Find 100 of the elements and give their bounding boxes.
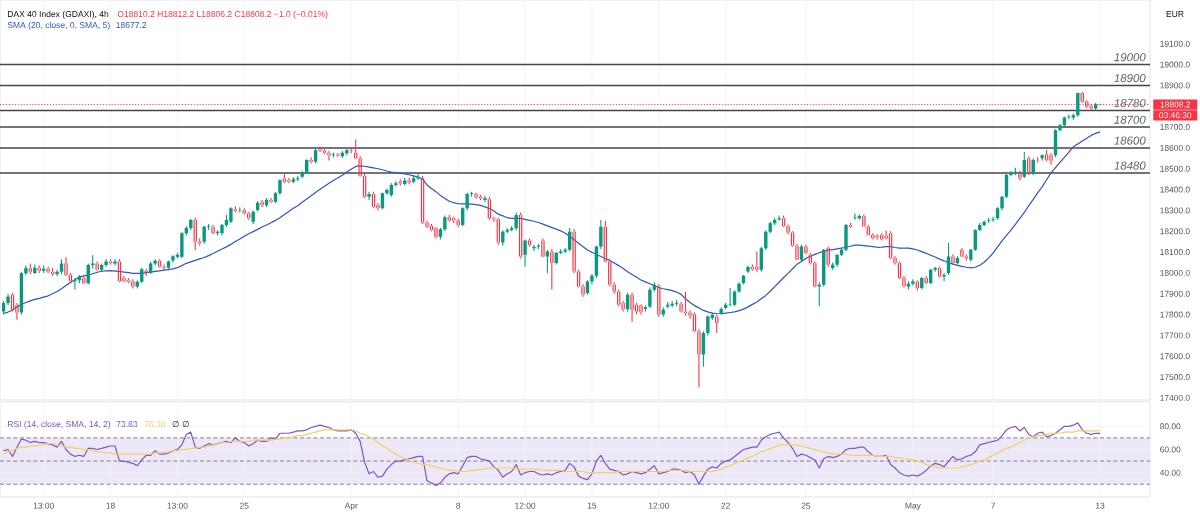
candlestick [532, 244, 536, 252]
x-tick-label: 25 [240, 502, 249, 509]
y-tick-label: 17400.0 [1160, 394, 1190, 401]
annotation: ∅ ∅ [172, 420, 189, 428]
candlestick [631, 292, 633, 322]
candlestick [483, 195, 487, 203]
candlestick [608, 259, 612, 287]
candlestick [796, 243, 798, 261]
candlestick [278, 179, 282, 195]
candlestick [180, 232, 184, 259]
candlestick [603, 220, 608, 263]
y-axis-title: EUR [1166, 11, 1184, 17]
candlestick [229, 207, 233, 223]
candlestick [573, 229, 575, 273]
y-tick-label: 17600.0 [1160, 353, 1190, 360]
candlestick [1000, 195, 1004, 211]
candlestick [1027, 156, 1031, 175]
candlestick [1080, 92, 1084, 104]
candlestick [863, 214, 865, 228]
y-tick-label: 17500.0 [1160, 374, 1190, 381]
candlestick [670, 301, 674, 308]
candlestick [527, 238, 532, 247]
candlestick [866, 224, 870, 236]
candlestick [238, 207, 242, 213]
x-tick-label: May [905, 502, 921, 511]
candlestick [123, 276, 125, 283]
candlestick [680, 302, 682, 313]
y-tick-label: 18600.0 [1160, 144, 1190, 151]
candlestick [82, 276, 86, 285]
text: 03:46:30 [1159, 112, 1192, 119]
candlestick [394, 181, 398, 187]
ref-line-label: 18780 [1114, 99, 1146, 108]
y-tick-label: 18300.0 [1160, 207, 1190, 214]
candlestick [435, 227, 437, 239]
candlestick [108, 259, 113, 265]
candlestick [251, 210, 255, 224]
candlestick [582, 284, 584, 297]
candlestick [683, 291, 688, 316]
ref-line-label: 18808.2 [1160, 101, 1191, 108]
candlestick [576, 269, 581, 288]
annotation: 73.83 [116, 421, 138, 428]
candlestick [377, 203, 379, 211]
candlestick [358, 156, 362, 177]
candlestick [1050, 153, 1052, 165]
candlestick [915, 280, 920, 291]
candlestick [426, 220, 428, 229]
candlestick [805, 244, 807, 255]
candlestick [287, 178, 291, 184]
candlestick [65, 257, 67, 277]
candlestick [247, 212, 251, 220]
candlestick [242, 208, 246, 215]
candlestick [220, 223, 224, 236]
candlestick [808, 253, 813, 265]
candlestick [871, 233, 875, 240]
candlestick [1018, 170, 1022, 181]
candlestick [50, 267, 55, 277]
candlestick [212, 224, 214, 235]
text: DAX 40 Index (GDAXI), 4h [7, 10, 109, 19]
candlestick [991, 216, 995, 222]
candlestick [496, 217, 501, 245]
candlestick [16, 303, 18, 320]
y-tick-label: 17700.0 [1160, 332, 1190, 339]
candlestick [6, 293, 10, 306]
candlestick [835, 254, 839, 267]
candlestick [104, 259, 108, 267]
candlestick [37, 265, 41, 273]
candlestick [617, 289, 621, 307]
x-tick-label: 15 [587, 502, 597, 509]
x-tick-label: Apr [344, 502, 358, 511]
candlestick [367, 191, 371, 200]
candlestick [952, 254, 954, 265]
candlestick [153, 259, 157, 266]
candlestick [269, 197, 273, 204]
candlestick [933, 266, 937, 272]
candlestick [715, 314, 719, 333]
candlestick [879, 233, 884, 241]
candlestick [689, 310, 691, 319]
candlestick [233, 206, 238, 213]
candlestick [518, 212, 523, 259]
candlestick [68, 272, 73, 283]
candlestick [924, 276, 928, 285]
x-tick-label: 8 [456, 502, 461, 509]
candlestick [542, 238, 544, 258]
candlestick [813, 261, 817, 288]
ref-line-label: 18480 [1114, 161, 1146, 170]
y-tick-label: 17800.0 [1160, 311, 1190, 318]
annotation: 76.38 [144, 421, 166, 428]
y-tick-label: 18200.0 [1160, 228, 1190, 235]
candlestick [398, 179, 402, 186]
candlestick [420, 176, 425, 224]
candlestick [371, 191, 376, 209]
candlestick [848, 222, 853, 229]
candlestick [407, 178, 411, 185]
candlestick [282, 173, 287, 184]
ref-line-label: 18600 [1114, 136, 1146, 145]
y-tick-label: 19100.0 [1160, 40, 1190, 47]
candlestick [961, 247, 963, 258]
candlestick [844, 223, 848, 252]
candlestick [781, 215, 786, 228]
candlestick [487, 196, 492, 220]
